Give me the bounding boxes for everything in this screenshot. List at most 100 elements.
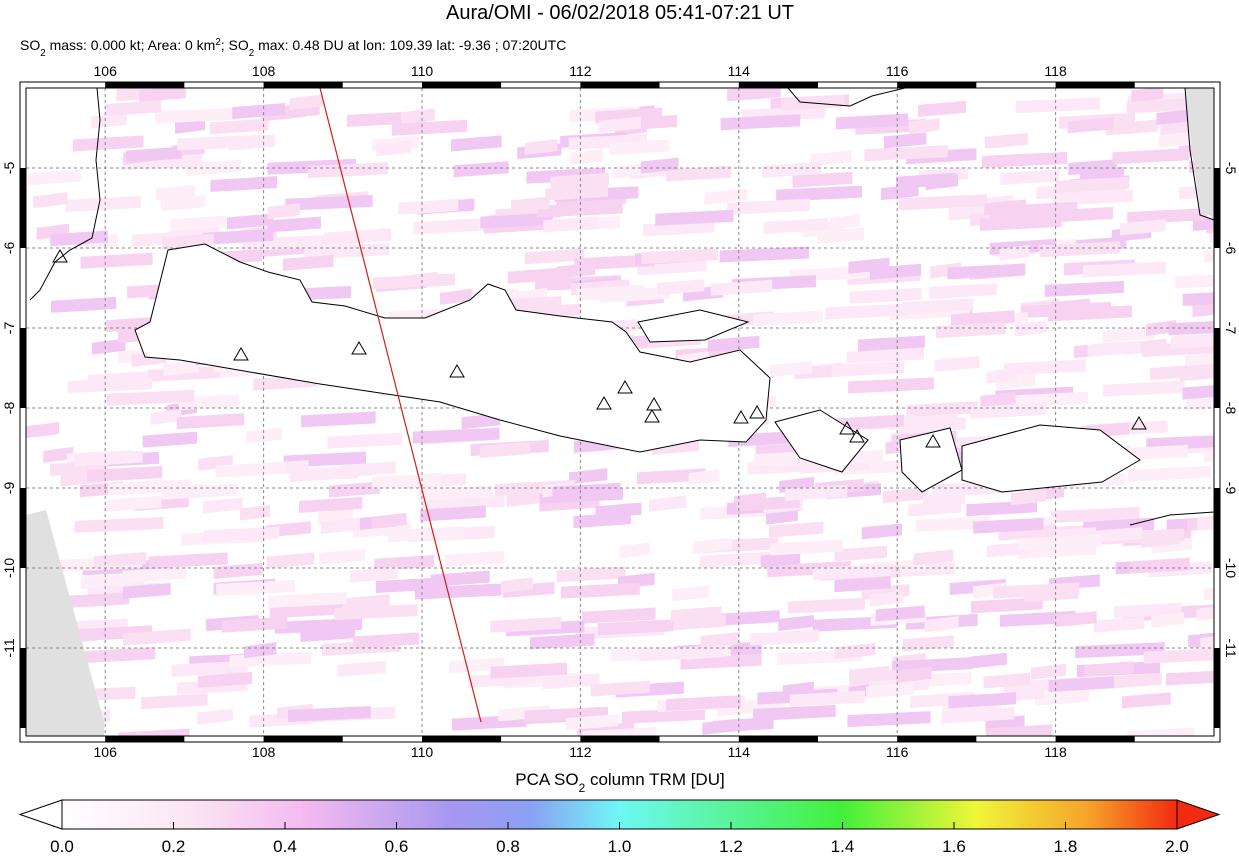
volcano	[1131, 416, 1147, 430]
frame-segment	[1055, 82, 1135, 88]
so2-pixel	[1119, 219, 1166, 236]
so2-pixel	[115, 479, 163, 496]
so2-pixel	[883, 132, 927, 149]
so2-pixel	[203, 526, 280, 543]
so2-pixel	[349, 566, 398, 583]
so2-pixel	[785, 484, 848, 501]
frame-segment	[20, 88, 26, 168]
so2-pixel	[1003, 359, 1086, 376]
so2-pixel	[556, 566, 626, 583]
so2-pixel	[387, 526, 464, 543]
so2-pixel	[924, 616, 959, 633]
so2-pixel	[750, 629, 819, 646]
so2-pixel	[1035, 689, 1090, 706]
so2-pixel	[371, 472, 442, 489]
so2-pixel	[875, 605, 925, 622]
so2-pixel	[65, 195, 141, 212]
frame-segment	[26, 736, 106, 742]
frame-segment	[422, 82, 502, 88]
so2-pixel	[993, 582, 1080, 599]
frame-segment	[184, 736, 264, 742]
so2-pixel	[985, 724, 1053, 736]
so2-pixel	[947, 263, 1026, 280]
so2-pixel	[1089, 527, 1143, 544]
so2-pixel	[640, 157, 679, 174]
so2-pixel	[391, 119, 468, 136]
so2-pixel	[1082, 261, 1166, 278]
frame-segment	[263, 82, 343, 88]
so2-pixel	[373, 273, 456, 290]
so2-pixel	[451, 135, 502, 152]
so2-pixel	[761, 161, 821, 178]
x-tick-label: 106	[94, 63, 118, 79]
so2-pixel	[221, 616, 288, 633]
so2-pixel	[1203, 449, 1214, 462]
x-tick-label: 110	[411, 63, 434, 79]
text-part: 2	[215, 37, 220, 48]
so2-pixel	[118, 728, 190, 736]
so2-pixel	[565, 714, 619, 731]
frame-border	[19, 81, 1221, 743]
so2-pixel	[979, 214, 1062, 231]
text-part: 2	[249, 48, 254, 59]
frame-segment	[1055, 736, 1135, 742]
volcano	[449, 364, 465, 378]
so2-pixel	[126, 146, 182, 163]
frame-segment	[20, 488, 26, 568]
so2-pixel	[226, 213, 274, 230]
so2-pixel	[1197, 517, 1214, 531]
so2-pixel	[1129, 557, 1190, 574]
so2-pixel	[925, 174, 958, 191]
frame-segment	[1214, 488, 1220, 568]
so2-pixel	[91, 338, 126, 355]
java	[134, 243, 771, 453]
so2-pixel	[581, 607, 656, 624]
so2-pixel	[929, 282, 997, 299]
so2-pixel	[298, 496, 363, 513]
so2-pixel	[787, 597, 866, 614]
so2-pixel	[712, 610, 780, 627]
so2-pixel	[91, 112, 127, 129]
no-data-area	[26, 510, 104, 736]
so2-pixel	[337, 660, 386, 677]
so2-pixel	[1170, 334, 1214, 349]
text-part: PCA SO	[515, 770, 578, 789]
so2-pixel	[177, 134, 267, 151]
so2-pixel	[1084, 661, 1134, 678]
so2-pixel	[67, 377, 153, 394]
frame-segment	[1214, 248, 1220, 328]
x-tick-label: 112	[569, 744, 592, 760]
frame-segment	[738, 82, 818, 88]
so2-pixel	[328, 481, 381, 498]
so2-pixel	[778, 615, 814, 632]
so2-pixel	[1122, 692, 1171, 709]
so2-pixel	[753, 310, 823, 327]
axis-labels: 106 106 108 108 110 110 112 112 114 114 116 116 118 1…	[1, 63, 1239, 760]
so2-pixel	[973, 517, 1044, 534]
frame-segment	[20, 648, 26, 728]
map-frame	[19, 81, 1221, 743]
text-part: SO	[20, 37, 40, 53]
text-part: ; SO	[221, 37, 249, 53]
so2-pixel	[1109, 672, 1162, 689]
so2-pixel	[573, 512, 631, 529]
so2-pixel	[727, 88, 781, 102]
so2-pixel	[420, 505, 486, 522]
so2-pixel	[1131, 88, 1164, 103]
so2-pixel	[375, 577, 449, 594]
so2-pixel	[150, 408, 182, 425]
so2-pixel	[439, 288, 472, 305]
so2-pixel	[301, 411, 376, 428]
so2-pixel	[353, 632, 419, 649]
so2-pixel	[202, 228, 274, 245]
so2-pixel	[1127, 208, 1208, 225]
so2-pixel	[619, 542, 650, 559]
so2-pixel	[371, 512, 407, 529]
so2-pixel	[170, 215, 227, 232]
coastline	[1184, 88, 1214, 221]
volcano	[925, 434, 941, 448]
colorbar-ticks: 0.0 0.2 0.4 0.6 0.8 1.0 1.2 1.4 1.6 1.8 2.0	[50, 822, 1189, 856]
so2-pixel	[834, 545, 888, 562]
so2-pixel	[1192, 217, 1214, 232]
so2-pixel	[597, 619, 674, 636]
